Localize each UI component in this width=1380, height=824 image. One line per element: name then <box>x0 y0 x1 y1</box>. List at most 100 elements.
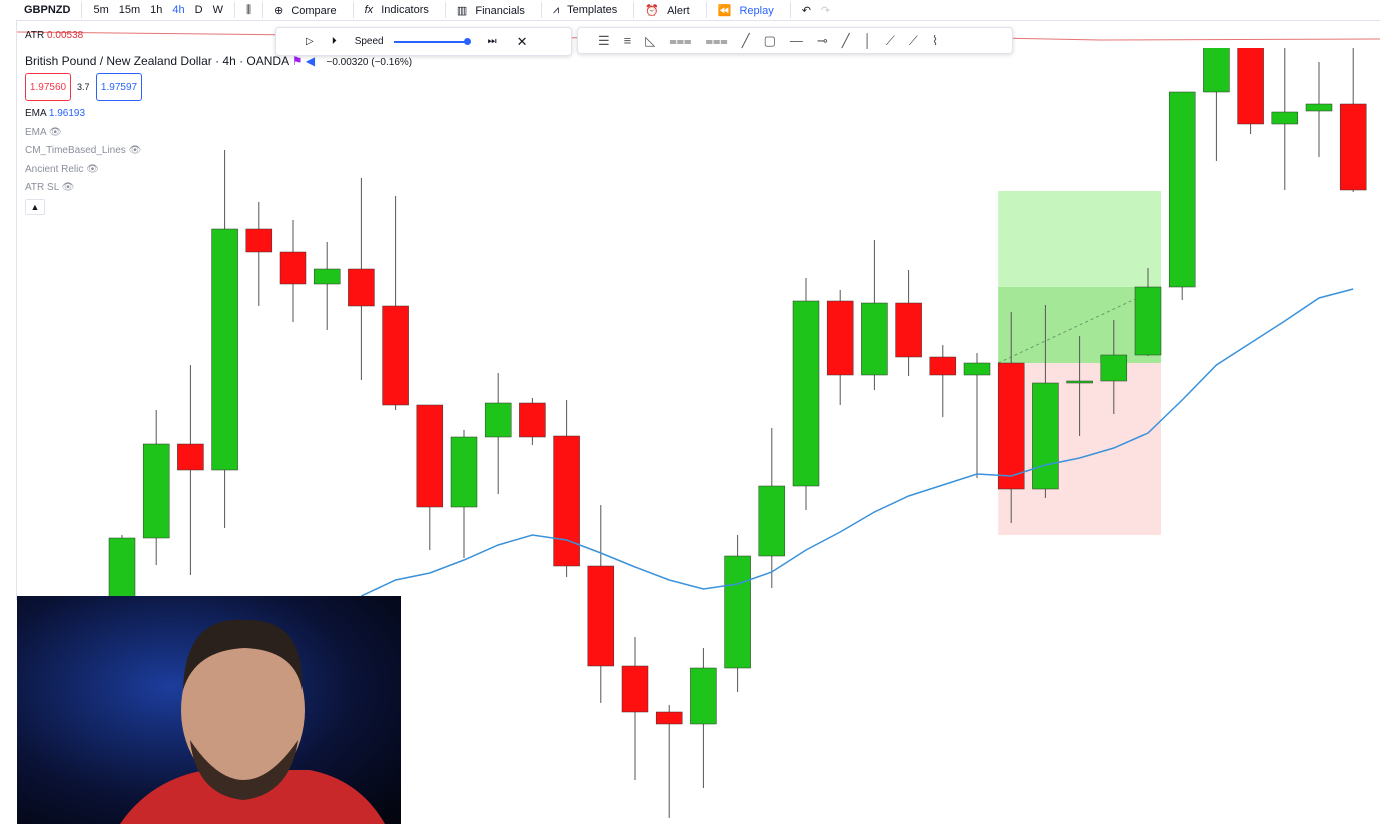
person-hair <box>183 619 303 690</box>
ema-name: EMA <box>25 108 47 119</box>
financials-label: Financials <box>475 4 525 17</box>
sell-box[interactable]: 1.97560 <box>25 73 71 101</box>
compare-label: Compare <box>291 4 337 17</box>
buy-box[interactable]: 1.97597 <box>96 73 142 101</box>
candle-body <box>1100 354 1128 382</box>
drawing-toolbar[interactable]: ☰≡◺⩶⩶╱▢—⊸╱│⟋⟋⌇ <box>577 27 1013 54</box>
templates-button[interactable]: ⩘ Templates <box>552 3 618 16</box>
candle-body <box>211 228 238 471</box>
close-button[interactable]: ✕ <box>516 33 528 49</box>
slider-handle[interactable] <box>463 37 471 45</box>
separator <box>262 2 264 18</box>
person-beard <box>190 740 298 800</box>
candle-body <box>1203 48 1230 93</box>
candle-body <box>1134 286 1162 356</box>
candle-body <box>792 300 820 487</box>
step-button[interactable]: ⏵ <box>331 36 337 47</box>
candle-body <box>382 305 409 406</box>
left-toolbar <box>0 20 17 600</box>
separator <box>633 2 635 18</box>
collapse-button[interactable]: ▲ <box>25 199 45 215</box>
templates-label: Templates <box>567 3 618 16</box>
alert-label: Alert <box>667 4 690 17</box>
separator <box>352 2 354 18</box>
candle-body <box>484 402 512 438</box>
redo-button[interactable]: ↷ <box>820 4 831 17</box>
indicator-legend: Ancient Relic 👁 <box>25 164 99 175</box>
indicator-name: CM_TimeBased_Lines <box>25 145 126 156</box>
indicator-name: ATR SL <box>25 182 59 193</box>
replay-button[interactable]: ⏪ Replay <box>717 4 774 17</box>
candle-body <box>279 251 307 285</box>
speed-slider[interactable] <box>393 37 471 45</box>
candle-body <box>1271 111 1299 125</box>
indicator-legend: CM_TimeBased_Lines 👁 <box>25 145 142 156</box>
play-button[interactable]: ▷ <box>306 36 314 47</box>
separator <box>705 2 707 18</box>
chart-style-icon[interactable]: ⫼ <box>245 3 252 16</box>
atr-legend: ATR 0.00538 <box>25 30 83 41</box>
interval[interactable]: 4h <box>172 4 185 16</box>
indicator-name: EMA <box>25 127 47 138</box>
indicator-legend: ATR SL 👁 <box>25 182 75 193</box>
candle-body <box>1237 48 1264 125</box>
top-toolbar: GBPNZD 5m 15m 1h 4h D W ⫼ ⊕ Compare fx I… <box>0 0 1380 21</box>
ema-value: 1.96193 <box>48 108 86 119</box>
candle-body <box>826 300 854 376</box>
indicators-button[interactable]: fx Indicators <box>364 4 429 16</box>
compare-button[interactable]: ⊕ Compare <box>274 4 337 17</box>
atr-value: 0.00538 <box>47 30 84 41</box>
atr-label: ATR <box>25 30 45 41</box>
candle-body <box>1168 91 1196 288</box>
candle-body <box>724 555 751 669</box>
candle-body <box>690 667 717 725</box>
replay-bar: ▷ ⏵ Speed ⏭ ✕ <box>275 27 572 56</box>
interval[interactable]: W <box>212 4 223 16</box>
webcam-overlay <box>17 596 401 824</box>
candle-body <box>997 362 1025 490</box>
speed-label: Speed <box>354 36 384 47</box>
candle-body <box>587 565 615 667</box>
candle-body <box>177 443 204 471</box>
alert-button[interactable]: ⏰ Alert <box>645 4 690 17</box>
separator <box>789 2 791 18</box>
candle-body <box>655 711 683 725</box>
candle-body <box>929 356 957 376</box>
candle-body <box>861 302 888 376</box>
ema-legend: EMA 1.96193 <box>25 108 85 119</box>
candle-body <box>553 435 580 567</box>
candle-body <box>313 268 341 285</box>
replay-label: Replay <box>739 4 774 17</box>
indicators-label: Indicators <box>381 4 429 16</box>
candle-body <box>1066 380 1093 384</box>
plot-area <box>108 48 1367 818</box>
symbol[interactable]: GBPNZD <box>24 4 71 16</box>
candle-body <box>519 402 546 438</box>
candle-body <box>245 228 273 253</box>
candle-body <box>963 362 991 376</box>
interval[interactable]: 5m <box>93 4 109 16</box>
financials-button[interactable]: ▥ Financials <box>456 4 525 17</box>
candle-body <box>348 268 375 307</box>
indicator-legend: EMA 👁 <box>25 127 62 138</box>
flag: ⚑ <box>291 54 303 68</box>
indicator-name: Ancient Relic <box>25 164 84 175</box>
interval[interactable]: D <box>194 4 203 16</box>
jump-button[interactable]: ⏭ <box>487 36 497 47</box>
price-change: −0.00320 (−0.16%) <box>326 57 413 68</box>
person-face <box>181 630 305 790</box>
separator <box>233 2 235 18</box>
ema-line <box>361 288 1354 597</box>
candle-body <box>142 443 170 539</box>
separator <box>444 2 446 18</box>
undo-button[interactable]: ↶ <box>801 4 811 17</box>
candle-body <box>1032 382 1059 490</box>
candle-body <box>1339 103 1367 191</box>
candle-body <box>1305 103 1333 112</box>
interval[interactable]: 1h <box>150 4 163 16</box>
interval[interactable]: 15m <box>118 4 141 16</box>
symbol-legend: British Pound / New Zealand Dollar · 4h … <box>25 54 412 68</box>
separator <box>81 2 83 18</box>
separator <box>540 2 542 18</box>
